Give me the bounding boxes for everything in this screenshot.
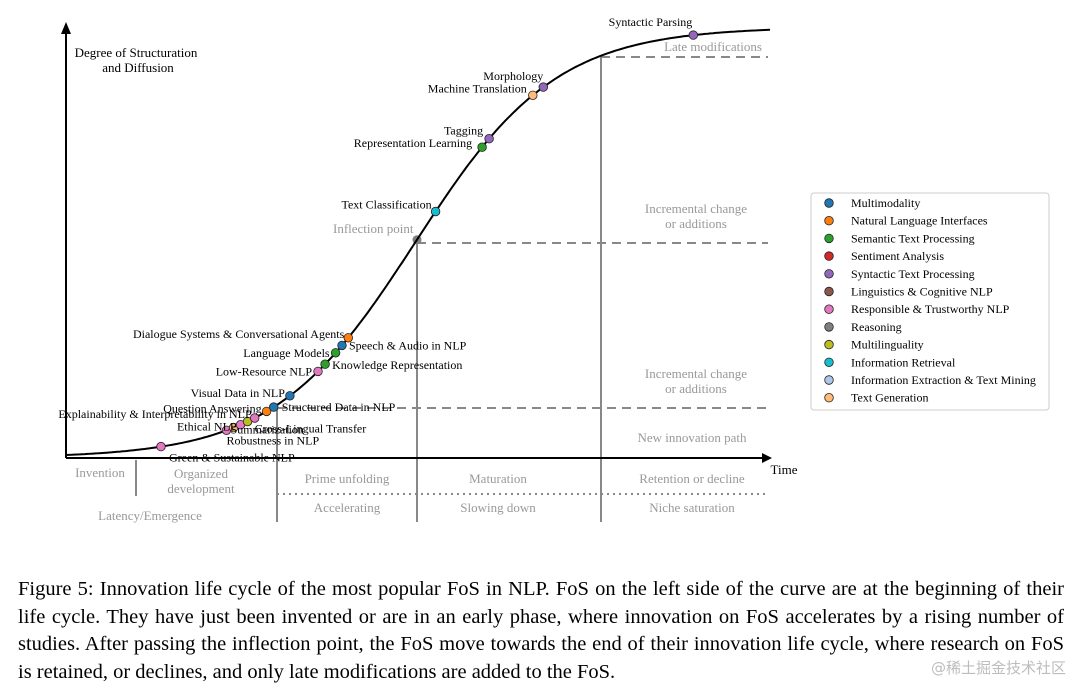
phase-top-maturation-0: Maturation — [469, 471, 527, 486]
annotation-1-line1: or additions — [665, 216, 727, 231]
phase-bottom-niche-saturation: Niche saturation — [649, 500, 735, 515]
annotation-0-line0: Late modifications — [664, 39, 762, 54]
legend-label-responsible-trustworthy-nlp: Responsible & Trustworthy NLP — [851, 302, 1010, 316]
s-curve — [65, 28, 771, 456]
legend-label-semantic-text-processing: Semantic Text Processing — [851, 231, 975, 245]
point-label-language-models: Language Models — [243, 346, 330, 360]
legend-label-information-retrieval: Information Retrieval — [851, 355, 956, 369]
point-syntactic-parsing — [688, 30, 699, 40]
point-question-answering — [261, 406, 272, 417]
legend-marker-text-generation — [824, 393, 834, 403]
point-label-representation-learning: Representation Learning — [354, 136, 472, 150]
legend-marker-multimodality — [824, 198, 834, 208]
annotation-2-line1: or additions — [665, 381, 727, 396]
phase-top-invention-0: Invention — [75, 465, 125, 480]
point-green-sustainable-nlp — [156, 441, 166, 452]
inflection-point-label: Inflection point — [333, 221, 414, 236]
point-knowledge-representation — [320, 359, 330, 369]
point-label-explainability-interpretability-in-nlp: Explainability & Interpretability in NLP — [58, 407, 252, 421]
point-label-machine-translation: Machine Translation — [428, 81, 527, 95]
point-machine-translation — [528, 90, 538, 101]
point-label-low-resource-nlp: Low-Resource NLP — [216, 364, 313, 378]
x-axis-label: Time — [771, 462, 798, 477]
legend-label-syntactic-text-processing: Syntactic Text Processing — [851, 267, 975, 281]
point-explainability-interpretability-in-nlp — [249, 413, 260, 423]
legend-marker-reasoning — [824, 322, 834, 332]
legend-label-text-generation: Text Generation — [851, 391, 928, 405]
point-representation-learning — [477, 142, 487, 152]
phase-top-organized-development-0: Organized — [174, 466, 228, 481]
phase-bottom-accelerating: Accelerating — [314, 500, 381, 515]
point-label-summarization: Summarization — [231, 423, 304, 437]
phase-top-organized-development-1: development — [167, 481, 235, 496]
legend-marker-sentiment-analysis — [824, 251, 834, 261]
point-label-dialogue-systems-conversational-agents: Dialogue Systems & Conversational Agents — [133, 327, 345, 341]
legend-label-information-extraction-text-mining: Information Extraction & Text Mining — [851, 373, 1036, 387]
point-dialogue-systems-conversational-agents — [343, 333, 354, 343]
legend-marker-syntactic-text-processing — [824, 269, 834, 279]
point-label-speech-audio-in-nlp: Speech & Audio in NLP — [349, 338, 467, 352]
phase-bottom-slowing-down: Slowing down — [460, 500, 536, 515]
point-structured-data-in-nlp — [269, 402, 279, 412]
point-label-ethical-nlp: Ethical NLP — [177, 420, 237, 434]
point-label-syntactic-parsing: Syntactic Parsing — [609, 15, 693, 29]
point-label-question-answering: Question Answering — [163, 401, 261, 415]
legend-marker-semantic-text-processing — [824, 233, 834, 244]
point-label-structured-data-in-nlp: Structured Data in NLP — [282, 400, 396, 414]
x-axis-arrow — [762, 453, 772, 463]
point-label-green-sustainable-nlp: Green & Sustainable NLP — [169, 451, 295, 465]
point-label-text-classification: Text Classification — [341, 198, 431, 212]
point-speech-audio-in-nlp — [337, 340, 347, 351]
legend-label-natural-language-interfaces: Natural Language Interfaces — [851, 214, 988, 228]
point-morphology — [538, 82, 549, 92]
point-label-robustness-in-nlp: Robustness in NLP — [227, 433, 320, 447]
legend-marker-information-extraction-text-mining — [824, 375, 834, 385]
legend-marker-linguistics-cognitive-nlp — [824, 286, 834, 297]
point-label-morphology: Morphology — [483, 69, 543, 83]
phase-top-prime-unfolding-0: Prime unfolding — [305, 471, 390, 486]
legend-label-multimodality: Multimodality — [851, 196, 920, 210]
phase-top-retention-or-decline-0: Retention or decline — [639, 471, 745, 486]
point-label-tagging: Tagging — [444, 124, 483, 138]
legend-marker-multilinguality — [824, 339, 834, 350]
annotation-1-line0: Incremental change — [645, 201, 747, 216]
point-language-models — [330, 348, 341, 358]
point-tagging — [484, 133, 494, 144]
point-low-resource-nlp — [313, 366, 323, 377]
point-label-visual-data-in-nlp: Visual Data in NLP — [191, 386, 286, 400]
point-label-cross-lingual-transfer: Cross-Lingual Transfer — [255, 422, 367, 436]
point-text-classification — [430, 206, 441, 217]
legend-label-reasoning: Reasoning — [851, 320, 902, 334]
legend-label-linguistics-cognitive-nlp: Linguistics & Cognitive NLP — [851, 285, 993, 299]
legend-frame — [810, 192, 1050, 411]
figure-caption: Figure 5: Innovation life cycle of the m… — [18, 578, 1064, 683]
annotation-2-line0: Incremental change — [645, 366, 747, 381]
phase-bottom-latency-emergence: Latency/Emergence — [98, 508, 202, 523]
y-axis-label-line1: Degree of Structuration — [75, 45, 198, 60]
legend-marker-responsible-trustworthy-nlp — [824, 304, 834, 314]
y-axis-label-line2: and Diffusion — [102, 60, 174, 75]
legend-label-multilinguality: Multilinguality — [851, 338, 924, 352]
legend-marker-information-retrieval — [824, 357, 834, 368]
watermark: @稀土掘金技术社区 — [930, 659, 1066, 677]
point-label-knowledge-representation: Knowledge Representation — [332, 358, 462, 372]
legend-label-sentiment-analysis: Sentiment Analysis — [851, 249, 944, 263]
legend: Multimodality Natural Language Interfaces… — [810, 192, 1050, 411]
point-visual-data-in-nlp — [285, 391, 295, 401]
y-axis-arrow — [61, 22, 71, 34]
annotation-3-line0: New innovation path — [637, 430, 747, 445]
legend-marker-natural-language-interfaces — [824, 215, 834, 226]
